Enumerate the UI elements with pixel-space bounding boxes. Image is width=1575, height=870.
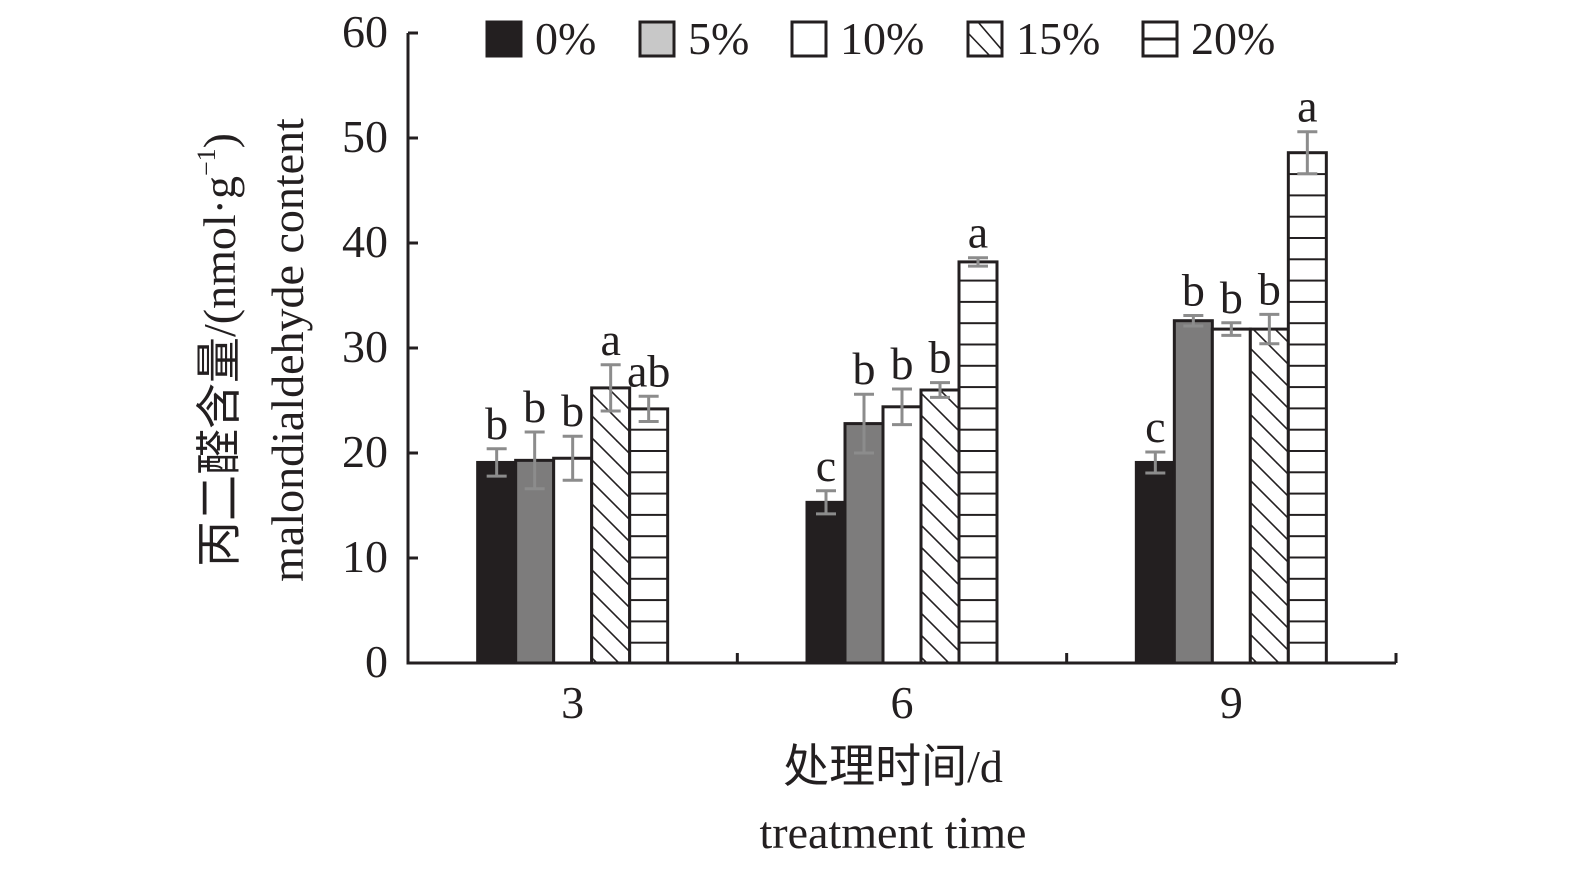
error-bars (486, 130, 1318, 516)
bar (552, 456, 594, 665)
legend-item: 10% (790, 13, 924, 64)
legend-item: 20% (1141, 13, 1275, 64)
y-tick-label: 50 (342, 111, 388, 162)
legend-label: 15% (1016, 13, 1100, 64)
bar (957, 260, 999, 665)
significance-letter: b (891, 338, 914, 389)
significance-letter: b (1182, 264, 1205, 315)
significance-letter: a (1297, 81, 1317, 132)
bar (919, 388, 961, 665)
bar (476, 460, 518, 665)
y-tick-label: 0 (365, 636, 388, 687)
bar (843, 422, 885, 665)
significance-letter: b (853, 343, 876, 394)
significance-letter: a (968, 207, 988, 258)
legend-item: 0% (485, 13, 596, 64)
legend-label: 20% (1191, 13, 1275, 64)
significance-letter: b (1220, 272, 1243, 323)
significance-letter: b (561, 385, 584, 436)
legend-label: 0% (535, 13, 596, 64)
x-tick-label: 3 (561, 677, 584, 728)
legend-swatch (485, 20, 523, 58)
y-axis-title-cn: 丙二醛含量/(nmol·g−1) (192, 133, 245, 567)
legend-hatch-line (977, 21, 1003, 51)
x-axis-title-en: treatment time (760, 807, 1027, 858)
bar (1286, 151, 1328, 665)
legend-item: 15% (966, 13, 1100, 64)
bar (805, 500, 847, 665)
significance-letter: ab (627, 345, 670, 396)
bar (1172, 319, 1214, 665)
bar (1210, 327, 1252, 665)
bar (1248, 327, 1290, 665)
y-tick-label: 20 (342, 426, 388, 477)
y-axis-title: 丙二醛含量/(nmol·g−1) malondialdehyde content (192, 118, 313, 582)
significance-letter: b (929, 332, 952, 383)
bar (881, 405, 923, 665)
x-axis-title-cn: 处理时间/d (783, 741, 1003, 792)
significance-letter: b (523, 381, 546, 432)
bar (628, 407, 670, 665)
y-tick-label: 60 (342, 6, 388, 57)
y-tick-label: 10 (342, 531, 388, 582)
legend-label: 10% (840, 13, 924, 64)
legend-swatch (638, 20, 676, 58)
bar (1134, 460, 1176, 665)
significance-letter: a (600, 314, 620, 365)
significance-letter: c (816, 440, 836, 491)
y-tick-label: 30 (342, 321, 388, 372)
significance-letter: b (1258, 263, 1281, 314)
x-tick-label: 9 (1220, 677, 1243, 728)
bar (590, 386, 632, 665)
legend-label: 5% (688, 13, 749, 64)
legend: 0% 5% 10% 15% 20% (485, 13, 1275, 64)
y-tick-label: 40 (342, 216, 388, 267)
x-tick-label: 6 (891, 677, 914, 728)
significance-letter: c (1145, 401, 1165, 452)
legend-swatch (790, 20, 828, 58)
bar (514, 458, 556, 665)
legend-hatch-line (967, 32, 991, 57)
y-axis-title-en: malondialdehyde content (262, 118, 313, 582)
legend-item: 5% (638, 13, 749, 64)
significance-letter: b (485, 398, 508, 449)
bars (476, 151, 1328, 665)
